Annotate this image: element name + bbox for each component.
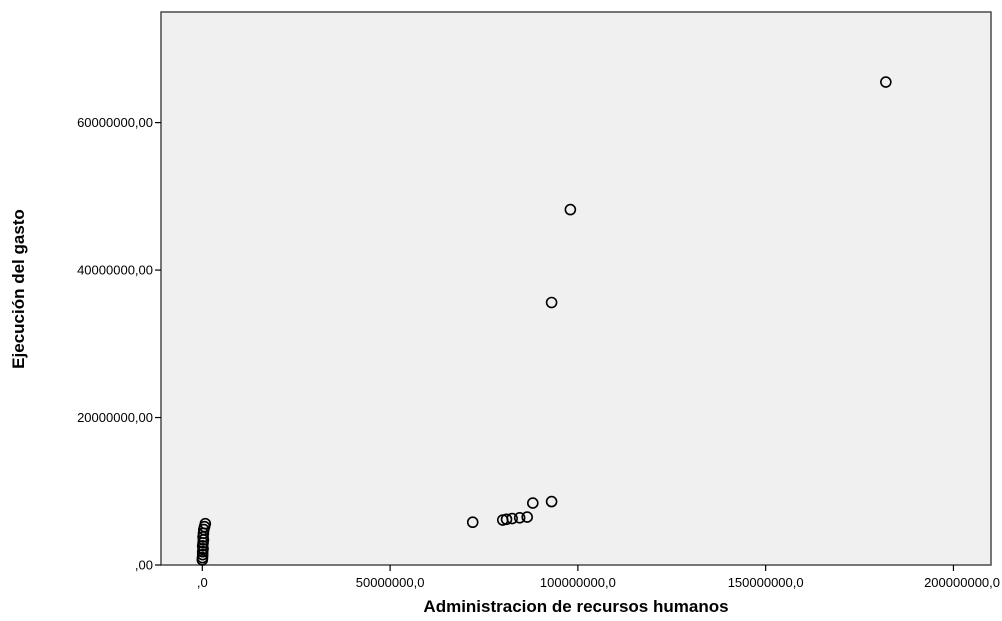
data-point: [466, 516, 479, 529]
x-tick-label: 200000000,0: [924, 575, 1000, 590]
y-axis-title: Ejecución del gasto: [9, 209, 28, 369]
data-point: [513, 512, 526, 524]
data-point: [880, 76, 892, 88]
x-tick-label: ,0: [197, 575, 208, 590]
data-point: [545, 495, 558, 508]
data-point: [564, 203, 577, 216]
y-tick-label: 60000000,00: [77, 115, 153, 130]
data-point: [545, 296, 558, 309]
y-axis: ,00 20000000,00 40000000,00 60000000,00: [77, 115, 161, 573]
data-point: [196, 545, 209, 558]
x-axis: ,0 50000000,0 100000000,0 150000000,0 200000…: [197, 565, 1000, 590]
y-tick-label: 40000000,00: [77, 263, 153, 278]
data-point: [521, 511, 533, 523]
x-axis-title: Administracion de recursos humanos: [423, 597, 728, 616]
data-point: [527, 497, 539, 509]
data-point: [496, 514, 509, 526]
plot-area: [160, 11, 992, 566]
y-tick-label: 20000000,00: [77, 410, 153, 425]
x-tick-label: 50000000,0: [356, 575, 425, 590]
x-tick-label: 150000000,0: [728, 575, 804, 590]
x-tick-label: 100000000,0: [540, 575, 616, 590]
data-point: [196, 554, 209, 566]
y-tick-label: ,00: [135, 558, 153, 573]
data-points: [196, 76, 892, 566]
